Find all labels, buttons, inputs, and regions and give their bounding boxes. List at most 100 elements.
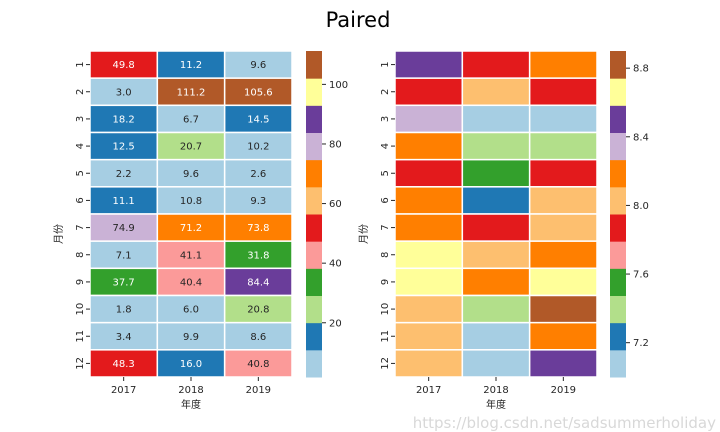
colorbar-tick-label: 40	[329, 259, 342, 270]
colorbar-segment	[610, 241, 626, 269]
y-tick-label: 10	[380, 303, 391, 316]
cell-label: 40.8	[247, 359, 269, 370]
cell-label: 10.8	[180, 196, 202, 207]
heatmap-cell	[223, 131, 293, 161]
colorbar-segment	[610, 349, 626, 378]
cell-label: 20.8	[247, 305, 269, 316]
heatmap-cell	[528, 294, 598, 324]
cell-label: 84.4	[247, 277, 269, 288]
y-tick-label: 6	[380, 197, 391, 203]
heatmap-cell	[394, 50, 464, 79]
heatmap-cell	[223, 240, 293, 270]
heatmap-cell	[394, 131, 464, 161]
watermark-text: https://blog.csdn.net/sadsummerholiday	[413, 414, 716, 432]
colorbar-segment	[610, 132, 626, 161]
x-tick-label: 2017	[111, 385, 136, 396]
heatmap-cell	[461, 104, 531, 134]
heatmap-cell	[528, 213, 598, 242]
heatmap-cell	[223, 77, 293, 107]
heatmap-cell	[528, 131, 598, 161]
cell-label: 41.1	[180, 250, 202, 261]
x-tick-label: 2017	[416, 385, 441, 396]
colorbar-tick-label: 80	[329, 139, 342, 150]
y-tick-label: 7	[75, 224, 86, 230]
cell-label: 18.2	[113, 114, 135, 125]
y-tick-label: 7	[380, 224, 391, 230]
y-tick-label: 11	[380, 330, 391, 343]
colorbar-tick-label: 8.0	[633, 201, 649, 212]
heatmap-cell	[461, 294, 531, 324]
colorbar-tick-label: 8.8	[633, 64, 649, 75]
y-tick-label: 3	[380, 116, 391, 122]
heatmap-cell	[89, 321, 159, 351]
y-tick-label: 4	[380, 143, 391, 149]
heatmap-cell	[394, 213, 464, 242]
x-tick-label: 2019	[551, 385, 576, 396]
colorbar-segment	[306, 78, 322, 106]
cell-label: 7.1	[116, 250, 132, 261]
heatmap-cell	[223, 294, 293, 324]
colorbar-segment	[306, 349, 322, 378]
cell-label: 3.4	[116, 332, 132, 343]
x-axis-label: 年度	[486, 398, 506, 411]
cell-label: 6.0	[183, 305, 199, 316]
y-tick-label: 8	[380, 252, 391, 258]
heatmap-cell	[461, 321, 531, 351]
y-tick-label: 9	[380, 279, 391, 285]
colorbar-segment	[610, 268, 626, 296]
heatmap-cell	[528, 186, 598, 215]
colorbar-segment	[306, 214, 322, 242]
colorbar-segment	[306, 105, 322, 133]
y-tick-label: 6	[75, 197, 86, 203]
heatmap-cell	[461, 267, 531, 297]
colorbar-segment	[306, 295, 322, 324]
heatmap-cell	[461, 186, 531, 215]
heatmap-cell	[223, 186, 293, 215]
heatmap-cell	[223, 349, 293, 378]
cell-label: 20.7	[180, 142, 202, 153]
heatmap-cell	[89, 213, 159, 242]
colorbar-segment	[610, 51, 626, 79]
cell-label: 9.3	[250, 196, 266, 207]
colorbar-segment	[306, 186, 322, 215]
colorbar-tick-label: 60	[329, 199, 342, 210]
cell-label: 37.7	[113, 277, 135, 288]
colorbar-tick-label: 100	[329, 80, 348, 91]
colorbar-segment	[610, 159, 626, 188]
y-tick-label: 2	[75, 89, 86, 95]
colorbar-segment	[610, 214, 626, 242]
y-tick-label: 3	[75, 116, 86, 122]
cell-label: 105.6	[244, 87, 273, 98]
heatmap-cell	[156, 186, 226, 215]
cell-label: 2.2	[116, 169, 132, 180]
cell-label: 40.4	[180, 277, 202, 288]
y-tick-label: 8	[75, 252, 86, 258]
heatmap-cell	[461, 50, 531, 79]
colorbar-tick-label: 7.2	[633, 338, 649, 349]
heatmap-cell	[461, 158, 531, 188]
x-axis-label: 年度	[181, 398, 201, 411]
heatmap-cell	[528, 240, 598, 270]
heatmap-cell	[394, 321, 464, 351]
colorbar-segment	[610, 186, 626, 215]
colorbar-segment	[610, 78, 626, 106]
y-tick-label: 5	[75, 170, 86, 176]
cell-label: 16.0	[180, 359, 202, 370]
heatmap-cell	[89, 240, 159, 270]
cell-label: 9.6	[250, 60, 266, 71]
heatmap-cell	[461, 349, 531, 378]
heatmap-cell	[394, 294, 464, 324]
y-tick-label: 5	[380, 170, 391, 176]
colorbar-segment	[306, 132, 322, 161]
cell-label: 14.5	[247, 114, 269, 125]
cell-label: 8.6	[250, 332, 266, 343]
heatmap-cell	[156, 104, 226, 134]
heatmap-cell	[461, 240, 531, 270]
y-tick-label: 1	[380, 61, 391, 67]
colorbar-segment	[610, 322, 626, 351]
heatmap-cell	[528, 77, 598, 107]
cell-label: 49.8	[113, 60, 135, 71]
colorbar-segment	[306, 268, 322, 296]
heatmap-cell	[528, 349, 598, 378]
